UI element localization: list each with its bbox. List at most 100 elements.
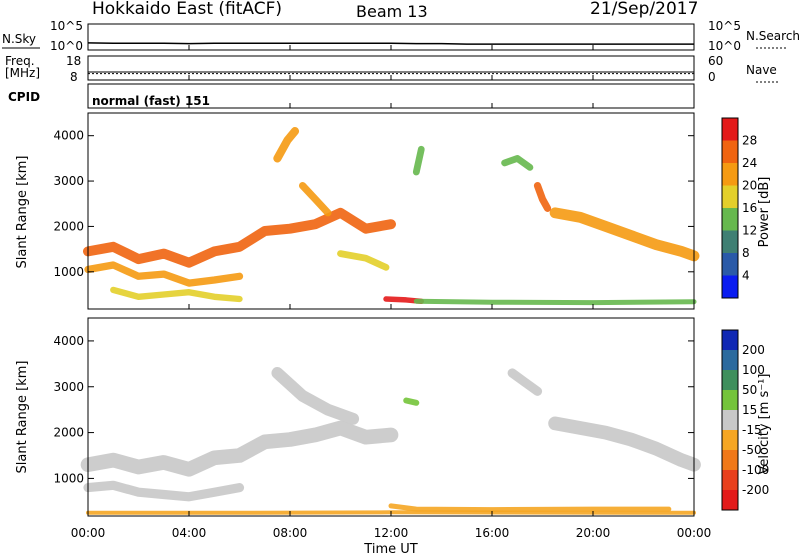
echo-band-7 (507, 368, 543, 396)
echo-band-2 (271, 367, 360, 425)
velocity-panel: 1000 2000 3000 4000 Slant Range [km] 200 100… (15, 317, 772, 517)
colorbar-tick-label: -15 (742, 423, 762, 437)
x-tick-label: 08:00 (273, 526, 308, 540)
time-axis-ticks: 00:00 04:00 08:00 12:00 16:00 20:00 00:00 (71, 45, 712, 540)
echo-band-5 (549, 207, 700, 262)
noise-right-label: N.Search (746, 29, 800, 43)
beam-label: Beam 13 (356, 2, 428, 21)
echo-band-8 (273, 127, 300, 163)
echo-band-6 (86, 510, 696, 515)
colorbar-swatch (722, 275, 738, 299)
colorbar-swatch (722, 163, 738, 186)
colorbar-swatch (722, 118, 738, 141)
y-tick-label: 1000 (53, 471, 84, 485)
echo-band-2 (110, 286, 243, 303)
time-axis-label: Time UT (363, 542, 417, 554)
y-tick-label: 1000 (53, 265, 84, 279)
colorbar-tick-label: -100 (742, 463, 769, 477)
echo-band-5 (388, 503, 672, 513)
velocity-ylabel: Slant Range [km] (15, 361, 30, 474)
noise-right-tick-bottom: 10^0 (708, 39, 741, 53)
freq-left-unit: [MHz] (5, 66, 40, 80)
freq-left-tick-top: 18 (66, 54, 81, 68)
echo-band-3 (403, 397, 420, 406)
nave-right-label: Nave (746, 63, 777, 77)
velocity-colorbar: 200 100 50 15 -15 -50 -100 -200 (721, 329, 769, 511)
velocity-colorbar-label: Velocity [m s⁻¹] (757, 374, 772, 475)
echo-band-4 (548, 416, 701, 472)
colorbar-tick-label: 200 (742, 343, 765, 357)
power-data (83, 127, 700, 306)
y-tick-label: 2000 (53, 426, 84, 440)
noise-left-tick-top: 10^5 (50, 19, 83, 33)
noise-panel: N.Sky 10^5 10^0 10^5 10^0 N.Search (2, 19, 800, 53)
x-tick-label: 00:00 (677, 526, 712, 540)
freq-left-tick-bottom: 8 (70, 70, 78, 84)
cpid-mode-text: normal (fast) 151 (92, 94, 210, 108)
colorbar-swatch (722, 490, 738, 511)
colorbar-swatch (722, 140, 738, 164)
colorbar-tick-label: -200 (742, 483, 769, 497)
y-tick-label: 4000 (53, 334, 84, 348)
colorbar-swatch (722, 390, 738, 411)
colorbar-tick-label: 20 (742, 179, 757, 193)
colorbar-swatch (722, 410, 738, 431)
freq-left-label: Freq. (5, 54, 35, 68)
colorbar-swatch (722, 185, 738, 209)
colorbar-tick-label: 24 (742, 156, 757, 170)
x-tick-label: 20:00 (576, 526, 611, 540)
power-y-ticks: 1000 2000 3000 4000 (53, 129, 694, 279)
echo-band-0 (80, 420, 399, 477)
colorbar-tick-label: -50 (742, 443, 762, 457)
noise-left-label: N.Sky (2, 32, 36, 46)
colorbar-tick-label: 12 (742, 224, 757, 238)
echo-band-7 (412, 145, 425, 176)
colorbar-swatch (722, 370, 738, 391)
y-tick-label: 3000 (53, 380, 84, 394)
colorbar-swatch (722, 230, 738, 254)
colorbar-tick-label: 16 (742, 201, 757, 215)
noise-trace (87, 42, 694, 45)
noise-right-tick-top: 10^5 (708, 19, 741, 33)
power-colorbar: 4 8 12 16 20 24 28 (721, 117, 757, 299)
colorbar-swatch (722, 450, 738, 471)
nave-right-tick-top: 60 (708, 54, 723, 68)
y-tick-label: 2000 (53, 219, 84, 233)
echo-band-6 (533, 181, 552, 212)
noise-left-tick-bottom: 10^0 (50, 39, 83, 53)
colorbar-tick-label: 15 (742, 403, 757, 417)
power-panel: 1000 2000 3000 4000 Slant Range [km] 4 8 12 16… (15, 112, 772, 310)
colorbar-frame (721, 117, 739, 299)
frequency-panel: Freq. [MHz] 18 8 60 0 Nave (5, 54, 780, 84)
velocity-data (80, 367, 701, 515)
echo-band-1 (83, 480, 245, 502)
echo-band-11 (501, 154, 534, 171)
frequency-traces (88, 71, 694, 75)
colorbar-tick-label: 50 (742, 383, 757, 397)
colorbar-frame (721, 329, 739, 511)
velocity-panel-frame (87, 317, 695, 517)
colorbar-swatch (722, 330, 738, 351)
echo-band-1 (84, 261, 244, 287)
echo-band-10 (337, 250, 390, 271)
echo-band-9 (298, 181, 332, 217)
colorbar-tick-label: 100 (742, 363, 765, 377)
y-tick-label: 3000 (53, 174, 84, 188)
power-colorbar-label: Power [dB] (757, 177, 772, 248)
colorbar-tick-label: 28 (742, 134, 757, 148)
colorbar-tick-label: 4 (742, 269, 750, 283)
x-tick-label: 12:00 (374, 526, 409, 540)
echo-band-0 (83, 207, 396, 268)
nave-right-tick-bottom: 0 (708, 70, 716, 84)
y-tick-label: 4000 (53, 129, 84, 143)
power-ylabel: Slant Range [km] (15, 156, 30, 269)
colorbar-swatch (722, 350, 738, 371)
cpid-label: CPID (8, 90, 40, 104)
x-tick-label: 16:00 (475, 526, 510, 540)
colorbar-swatch (722, 208, 738, 231)
cpid-panel: CPID normal (fast) 151 (8, 83, 695, 109)
x-tick-label: 00:00 (71, 526, 106, 540)
radar-title: Hokkaido East (fitACF) (92, 0, 282, 19)
colorbar-swatch (722, 430, 738, 451)
